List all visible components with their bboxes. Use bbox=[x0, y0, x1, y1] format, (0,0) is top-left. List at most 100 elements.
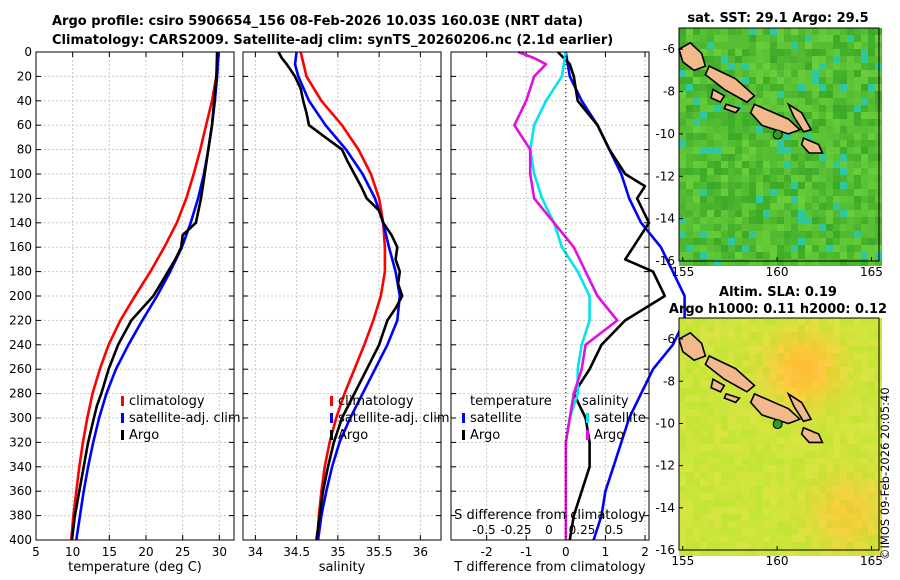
panel-difference_profile: -2 -1 0 1 2T difference from climatologytemp… bbox=[450, 50, 686, 575]
map-y-tick-label: -14 bbox=[655, 212, 675, 226]
y-tick-label: 240 bbox=[9, 338, 32, 352]
island-1 bbox=[704, 65, 756, 104]
y-tick-label: 180 bbox=[9, 265, 32, 279]
legend-heading-salinity: salinity bbox=[582, 394, 629, 409]
x-tick-label: 35.5 bbox=[366, 545, 393, 559]
legend-temp-argo-swatch bbox=[462, 430, 465, 440]
legend-item-2-swatch bbox=[330, 430, 333, 440]
map-x-tick-label: 160 bbox=[766, 554, 789, 568]
x-tick-label: 25 bbox=[175, 545, 190, 559]
map-y-tick-label: -12 bbox=[655, 459, 675, 473]
map-x-tick-label: 155 bbox=[671, 554, 694, 568]
series-line-climatology bbox=[299, 51, 387, 541]
salinity-difference-tick: 0 bbox=[545, 523, 553, 537]
x-tick-label: 34.5 bbox=[283, 545, 310, 559]
y-tick-label: 100 bbox=[9, 167, 32, 181]
series-line-temperature-argo bbox=[556, 51, 667, 541]
map-y-tick-label: -12 bbox=[655, 169, 675, 183]
y-tick-label: 140 bbox=[9, 216, 32, 230]
island-2 bbox=[710, 377, 726, 393]
y-tick-label: 80 bbox=[17, 143, 32, 157]
island-3 bbox=[749, 103, 802, 135]
legend-item-1-swatch bbox=[121, 413, 124, 423]
salinity-difference-axis-label: S difference from climatology bbox=[454, 508, 646, 523]
map-frame bbox=[678, 27, 880, 262]
figure-title-line1: Argo profile: csiro 5906654_156 08-Feb-2… bbox=[52, 14, 584, 29]
y-tick-label: 20 bbox=[17, 69, 32, 83]
map-y-tick-label: -10 bbox=[655, 127, 675, 141]
y-tick-label: 0 bbox=[24, 45, 32, 59]
island-4 bbox=[786, 102, 813, 133]
x-axis-label: temperature (deg C) bbox=[68, 560, 202, 575]
panel-salinity_profile: 34 34.5 35 35.5 36 salinity climatology satelli… bbox=[242, 51, 450, 575]
map-y-tick-label: -14 bbox=[655, 501, 675, 515]
legend-item-0: climatology bbox=[338, 394, 414, 409]
x-tick-label: 30 bbox=[212, 545, 227, 559]
legend-temp-satellite: satellite bbox=[470, 411, 522, 426]
y-tick-label: 220 bbox=[9, 313, 32, 327]
legend-item-2: Argo bbox=[129, 428, 159, 443]
island-6 bbox=[723, 392, 741, 404]
map-y-tick-label: -8 bbox=[663, 374, 675, 388]
island-5 bbox=[800, 426, 824, 444]
island-5 bbox=[800, 137, 824, 154]
salinity-difference-tick: 0.25 bbox=[569, 523, 596, 537]
y-tick-label: 340 bbox=[9, 460, 32, 474]
x-axis-label: salinity bbox=[319, 560, 366, 575]
y-tick-label: 320 bbox=[9, 435, 32, 449]
axes-frame bbox=[242, 51, 442, 541]
y-tick-label: 280 bbox=[9, 387, 32, 401]
series-line-salinity-argo bbox=[513, 50, 619, 540]
x-tick-label: 34 bbox=[248, 545, 263, 559]
x-tick-label: 20 bbox=[138, 545, 153, 559]
map-y-tick-label: -16 bbox=[655, 254, 675, 268]
x-tick-label: 2 bbox=[641, 545, 649, 559]
y-tick-label: 380 bbox=[9, 509, 32, 523]
x-tick-label: 35 bbox=[330, 545, 345, 559]
y-tick-label: 400 bbox=[9, 533, 32, 547]
panel-temperature_profile: 5 10 15 20 25 3002040608010012014016018020022… bbox=[9, 45, 241, 575]
series-line-argo bbox=[277, 51, 404, 541]
legend-item-1: satellite-adj. clim bbox=[338, 411, 450, 426]
salinity-difference-tick: 0.5 bbox=[604, 523, 623, 537]
island-1 bbox=[704, 354, 756, 393]
sla-map-title-line2: Argo h1000: 0.11 h2000: 0.12 bbox=[669, 302, 887, 317]
island-4 bbox=[786, 391, 813, 423]
y-tick-label: 160 bbox=[9, 240, 32, 254]
salinity-difference-tick: -0.25 bbox=[500, 523, 531, 537]
y-tick-label: 360 bbox=[9, 484, 32, 498]
x-tick-label: 36 bbox=[413, 545, 428, 559]
map-y-tick-label: -6 bbox=[663, 42, 675, 56]
y-tick-label: 60 bbox=[17, 118, 32, 132]
legend-item-0-swatch bbox=[330, 396, 333, 406]
legend-item-2: Argo bbox=[338, 428, 368, 443]
imos-timestamp: ©IMOS 09-Feb-2026 20:05:40 bbox=[878, 387, 892, 560]
x-tick-label: -1 bbox=[520, 545, 532, 559]
island-2 bbox=[710, 88, 726, 104]
legend-sal-argo-swatch bbox=[586, 430, 589, 440]
y-tick-label: 200 bbox=[9, 289, 32, 303]
map-y-tick-label: -8 bbox=[663, 85, 675, 99]
argo-float-marker bbox=[772, 129, 783, 140]
map-x-tick-label: 160 bbox=[766, 265, 789, 279]
legend-temp-argo: Argo bbox=[470, 428, 500, 443]
sla-map-title-line1: Altim. SLA: 0.19 bbox=[719, 285, 837, 300]
y-tick-label: 120 bbox=[9, 191, 32, 205]
x-tick-label: 10 bbox=[65, 545, 80, 559]
y-tick-label: 300 bbox=[9, 411, 32, 425]
map-x-tick-label: 165 bbox=[860, 265, 883, 279]
legend-item-2-swatch bbox=[121, 430, 124, 440]
island-0 bbox=[678, 331, 707, 362]
argo-float-marker bbox=[772, 419, 783, 430]
legend-item-0: climatology bbox=[129, 394, 205, 409]
map-y-tick-label: -16 bbox=[655, 543, 675, 557]
map-y-tick-label: -6 bbox=[663, 332, 675, 346]
island-3 bbox=[749, 392, 802, 425]
x-tick-label: 15 bbox=[102, 545, 117, 559]
sst-map-title: sat. SST: 29.1 Argo: 29.5 bbox=[687, 11, 868, 26]
legend-item-1: satellite-adj. clim bbox=[129, 411, 241, 426]
y-tick-label: 40 bbox=[17, 94, 32, 108]
legend-item-0-swatch bbox=[121, 396, 124, 406]
x-tick-label: 0 bbox=[562, 545, 570, 559]
